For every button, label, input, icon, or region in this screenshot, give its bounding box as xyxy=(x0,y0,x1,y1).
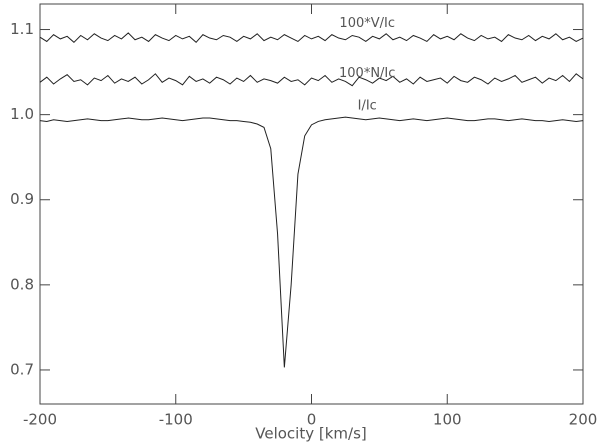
series-line xyxy=(39,73,584,87)
plot-frame xyxy=(39,3,584,405)
y-tick-label: 0.8 xyxy=(10,275,34,293)
series-line xyxy=(39,116,584,368)
series-label: I/Ic xyxy=(358,99,377,114)
x-axis-label: Velocity [km/s] xyxy=(255,425,366,443)
x-tick-label: 0 xyxy=(307,411,317,429)
y-tick-label: 0.7 xyxy=(10,360,34,378)
series-line xyxy=(39,32,584,44)
x-tick-label: -200 xyxy=(23,411,57,429)
x-tick-label: -100 xyxy=(159,411,193,429)
y-tick-label: 1.0 xyxy=(10,105,34,123)
x-tick-label: 200 xyxy=(569,411,598,429)
y-tick-label: 1.1 xyxy=(10,20,34,38)
x-tick-label: 100 xyxy=(433,411,462,429)
series-label: 100*V/Ic xyxy=(339,16,395,31)
y-tick-label: 0.9 xyxy=(10,190,34,208)
series-label: 100*N/Ic xyxy=(339,66,395,81)
